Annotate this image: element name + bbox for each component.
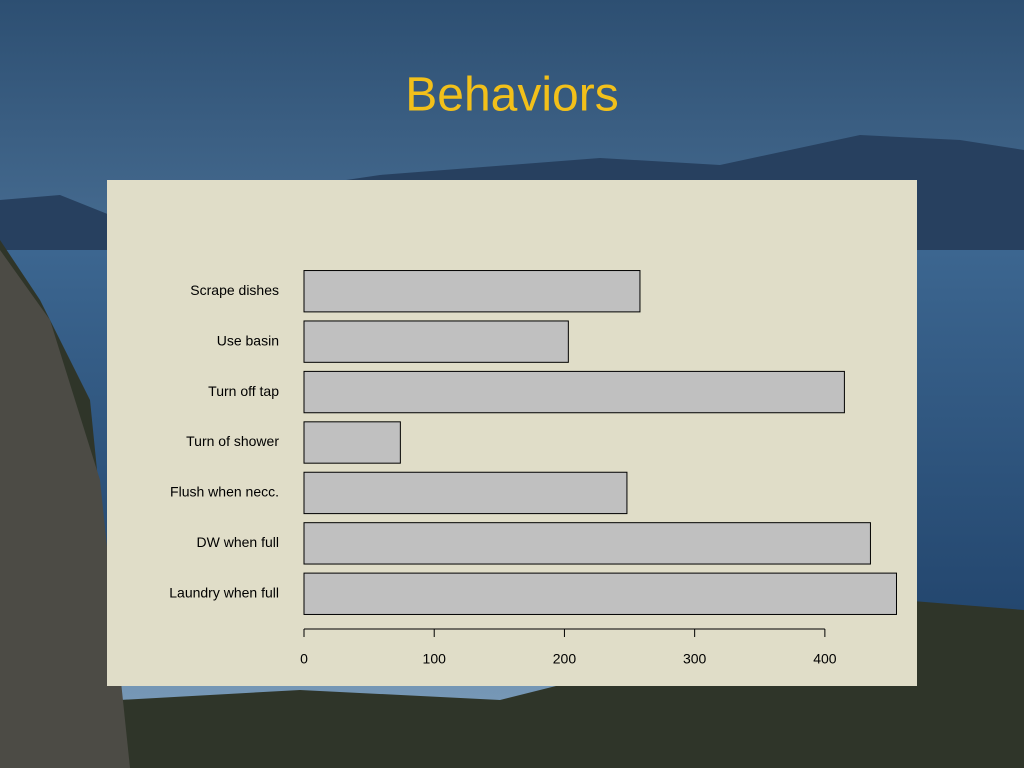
x-tick-label: 300 [683, 651, 707, 667]
bar [303, 522, 871, 565]
y-tick-label: Scrape dishes [190, 282, 279, 298]
y-tick-label: DW when full [197, 534, 279, 550]
bar [303, 471, 628, 515]
bar [303, 370, 845, 414]
title: Behaviors [405, 69, 618, 122]
y-tick-label: Laundry when full [169, 584, 279, 600]
bar [303, 572, 897, 615]
y-tick-label: Flush when necc. [170, 484, 279, 500]
rock [0, 250, 130, 768]
y-tick-label: Turn of shower [186, 433, 279, 449]
x-tick-label: 0 [300, 651, 308, 667]
x-tick-label: 400 [813, 651, 837, 667]
y-tick-label: Use basin [217, 332, 279, 348]
bar [303, 320, 569, 363]
bar [303, 421, 401, 464]
y-tick-label: Turn off tap [208, 383, 279, 399]
bar [303, 270, 641, 313]
x-tick-label: 100 [423, 651, 447, 667]
x-tick-label: 200 [553, 651, 577, 667]
